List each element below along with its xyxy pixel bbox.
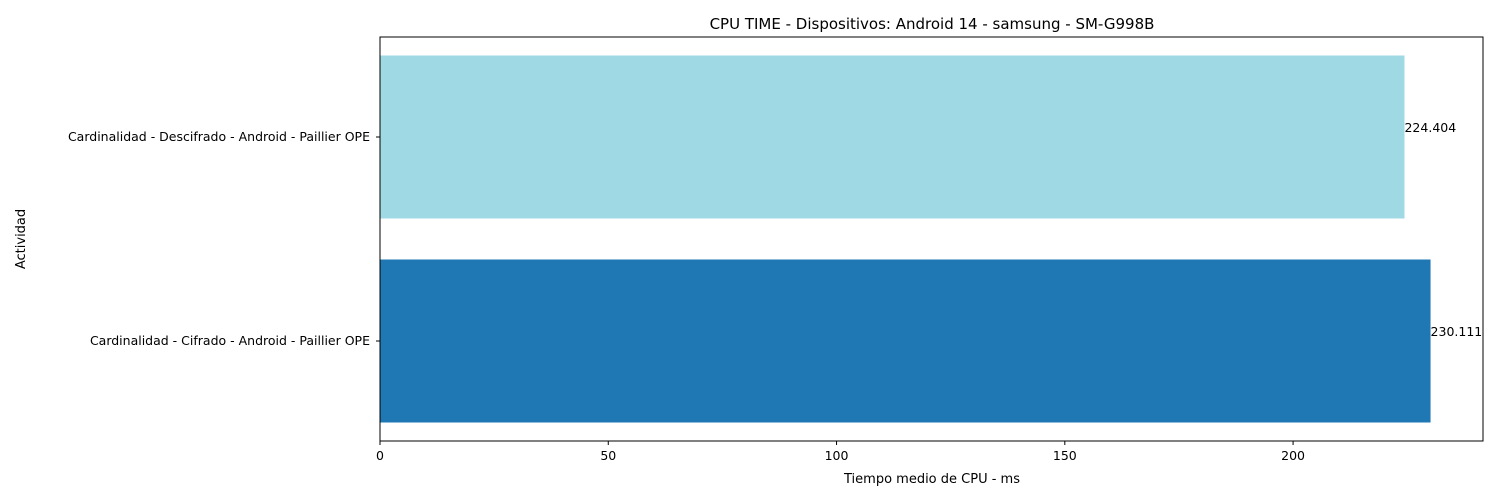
bar-0 xyxy=(380,259,1431,423)
plot-frame xyxy=(379,36,1484,442)
bar-1 xyxy=(380,55,1405,219)
y-tick-label-1: Cardinalidad - Descifrado - Android - Pa… xyxy=(68,129,370,144)
bar-value-label-0: 230.111 xyxy=(1431,324,1483,339)
x-tick-label-0: 0 xyxy=(376,448,384,463)
bar-value-label-1: 224.404 xyxy=(1404,120,1456,135)
x-axis-label: Tiempo medio de CPU - ms xyxy=(843,472,1020,487)
bars-group xyxy=(380,55,1431,423)
x-tick-label-2: 100 xyxy=(825,448,849,463)
y-axis-label: Actividad xyxy=(14,209,29,269)
y-tick-label-0: Cardinalidad - Cifrado - Android - Paill… xyxy=(90,333,370,348)
x-axis-ticks: 0 50 100 150 200 xyxy=(376,441,1305,463)
x-tick-label-3: 150 xyxy=(1053,448,1077,463)
x-tick-label-1: 50 xyxy=(600,448,616,463)
value-labels-group: 230.111 224.404 xyxy=(1404,120,1482,339)
x-tick-label-4: 200 xyxy=(1281,448,1305,463)
y-axis-ticks: Cardinalidad - Cifrado - Android - Paill… xyxy=(68,129,380,348)
chart-title: CPU TIME - Dispositivos: Android 14 - sa… xyxy=(710,15,1155,33)
